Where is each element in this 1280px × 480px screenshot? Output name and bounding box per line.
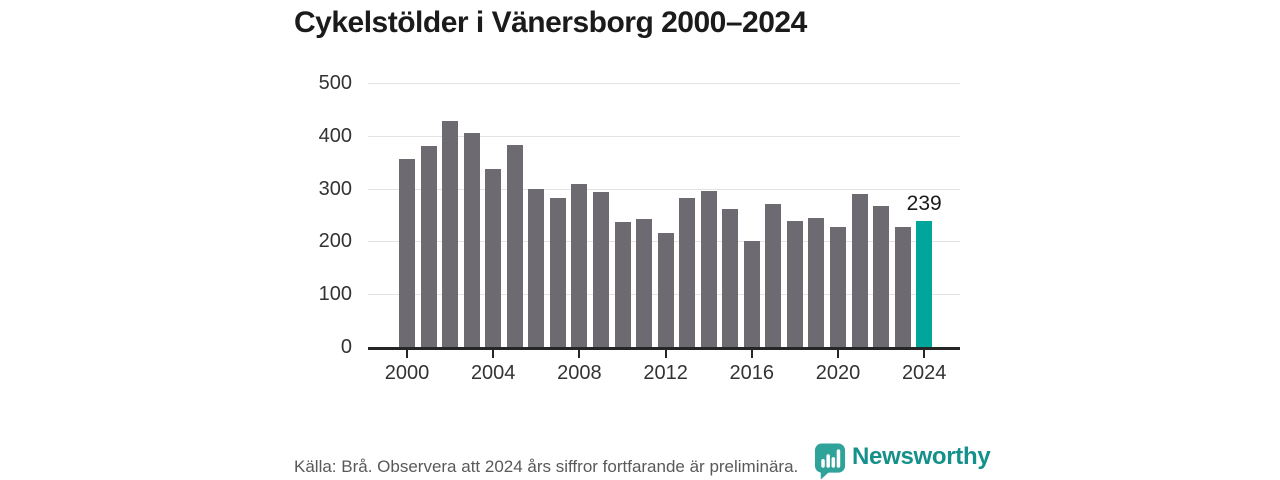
chart-title: Cykelstölder i Vänersborg 2000–2024 [294, 6, 807, 39]
y-tick-label-100: 100 [318, 283, 352, 306]
x-tick-mark-2024 [923, 350, 926, 358]
x-tick-label-2012: 2012 [643, 362, 688, 384]
bar-2008 [571, 184, 588, 347]
bar-2001 [420, 145, 437, 347]
x-tick-label-2000: 2000 [384, 362, 430, 384]
y-axis: 0 100 200 300 400 500 [276, 72, 352, 358]
bar-chart-pin-icon [814, 443, 846, 480]
bar-2006 [528, 189, 545, 347]
x-tick-label-2016: 2016 [729, 362, 775, 384]
bar-2009 [592, 192, 609, 347]
bar-2018 [786, 220, 803, 347]
bar-2012 [657, 233, 674, 347]
x-tick-mark-2008 [578, 350, 581, 358]
x-tick-label-2004: 2004 [470, 362, 516, 384]
y-tick-label-500: 500 [318, 72, 352, 94]
gridline-500 [368, 83, 960, 84]
x-tick-mark-2004 [492, 350, 495, 358]
x-tick-mark-2020 [837, 350, 839, 358]
bar-2019 [808, 217, 825, 347]
bar-2024 [916, 220, 933, 347]
y-tick-label-400: 400 [318, 124, 352, 147]
gridline-400 [368, 135, 960, 137]
plot-area: 2000 2004 2008 2012 2016 2020 2024 239 [368, 83, 960, 384]
bar-2002 [442, 120, 459, 347]
y-tick-label-300: 300 [318, 177, 352, 200]
bar-2014 [700, 190, 717, 347]
highlight-value-label: 239 [906, 191, 942, 215]
bar-2015 [722, 209, 739, 347]
x-tick-mark-2000 [406, 350, 408, 358]
bar-2007 [549, 198, 566, 347]
bar-2013 [679, 198, 696, 347]
bar-2020 [830, 227, 846, 347]
gridline-300 [368, 188, 960, 190]
bar-2004 [485, 168, 502, 347]
x-tick-mark-2016 [750, 350, 753, 358]
source-note: Källa: Brå. Observera att 2024 års siffr… [294, 457, 799, 476]
y-tick-label-200: 200 [318, 230, 352, 253]
logo-text: Newsworthy [852, 443, 991, 470]
bar-2003 [463, 132, 480, 347]
bar-2011 [636, 218, 653, 347]
bar-2005 [506, 145, 523, 347]
x-tick-label-2024: 2024 [901, 362, 947, 384]
bar-2021 [851, 193, 868, 347]
bar-2023 [894, 226, 911, 347]
y-tick-label-0: 0 [340, 336, 352, 358]
x-tick-label-2008: 2008 [557, 362, 602, 384]
x-tick-mark-2012 [664, 350, 667, 358]
bar-2017 [765, 203, 782, 347]
x-tick-label-2020: 2020 [815, 362, 861, 384]
bar-2016 [743, 241, 760, 347]
bar-2010 [614, 222, 631, 347]
bar-2022 [873, 205, 890, 347]
bar-2000 [399, 159, 415, 347]
newsworthy-logo[interactable]: Newsworthy [814, 442, 991, 480]
